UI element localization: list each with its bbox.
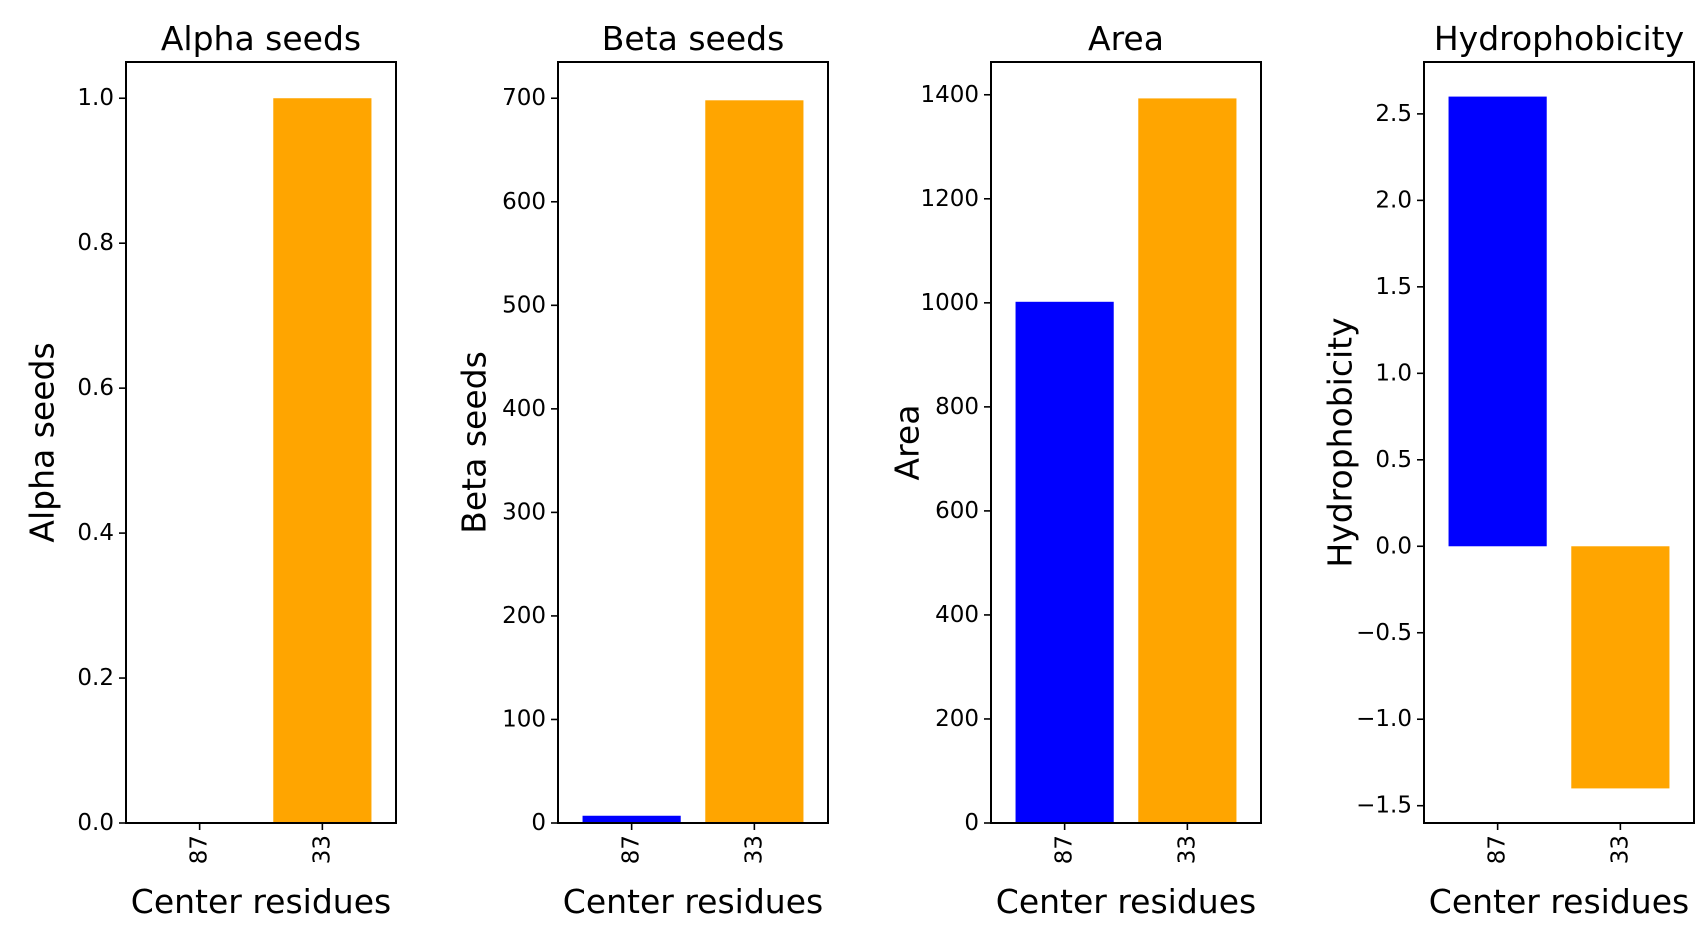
y-tick-label: 0	[964, 810, 979, 836]
y-axis-label: Alpha seeds	[23, 342, 62, 542]
bar-33	[273, 98, 372, 823]
y-tick-label: 700	[502, 85, 546, 111]
bar-87	[1448, 96, 1547, 547]
y-tick-label: 1200	[920, 186, 979, 212]
y-tick-label: 0.0	[1375, 533, 1412, 559]
x-axis-label: Center residues	[996, 882, 1256, 921]
chart-title: Area	[1088, 19, 1164, 58]
y-tick-label: −0.5	[1356, 620, 1412, 646]
chart-panel-1: 0.0 0.2 0.4 0.6 0.8 1.0 87 33 Alpha seeds Center …	[23, 19, 397, 921]
x-axis-label: Center residues	[131, 882, 391, 921]
axes-frame	[990, 61, 1262, 824]
chart-title: Hydrophobicity	[1434, 19, 1684, 58]
bar-87	[1015, 301, 1114, 823]
x-axis-label: Center residues	[563, 882, 823, 921]
chart-title: Alpha seeds	[161, 19, 361, 58]
y-tick-label: 0	[531, 810, 546, 836]
y-tick-label: 400	[502, 396, 546, 422]
x-tick-label: 33	[1607, 835, 1633, 864]
axes-frame	[125, 61, 397, 824]
axes-frame	[1423, 61, 1695, 824]
x-tick-label: 87	[619, 835, 645, 864]
x-tick-label: 87	[1485, 835, 1511, 864]
x-tick-label: 33	[309, 835, 335, 864]
y-tick-label: 0.0	[77, 810, 114, 836]
bar-87	[582, 815, 681, 823]
bar-33	[705, 100, 804, 824]
x-tick-label: 87	[1052, 835, 1078, 864]
bar-33	[1571, 546, 1670, 789]
chart-panel-2: 0 100 200 300 400 500 600 700 87 33 Beta seeds Cent…	[455, 19, 829, 921]
y-tick-label: 200	[502, 603, 546, 629]
y-tick-label: 0.6	[77, 375, 114, 401]
y-tick-label: 0.8	[77, 230, 114, 256]
y-tick-label: 1.5	[1375, 274, 1412, 300]
y-tick-label: 1000	[920, 290, 979, 316]
y-tick-label: 300	[502, 499, 546, 525]
y-axis-label: Hydrophobicity	[1321, 317, 1360, 567]
y-tick-label: 600	[502, 189, 546, 215]
bar-33	[1138, 98, 1237, 823]
y-tick-label: 200	[935, 706, 979, 732]
x-tick-label: 33	[741, 835, 767, 864]
x-tick-label: 87	[187, 835, 213, 864]
x-axis-label: Center residues	[1429, 882, 1689, 921]
y-tick-label: 500	[502, 292, 546, 318]
y-tick-label: 1.0	[1375, 360, 1412, 386]
y-tick-label: −1.5	[1356, 793, 1412, 819]
y-tick-label: 1.0	[77, 85, 114, 111]
y-tick-label: 0.2	[77, 665, 114, 691]
y-tick-label: 1400	[920, 82, 979, 108]
y-tick-label: 0.5	[1375, 447, 1412, 473]
y-tick-label: 600	[935, 498, 979, 524]
y-tick-label: −1.0	[1356, 706, 1412, 732]
chart-panel-4: −1.5 −1.0 −0.5 0.0 0.5 1.0 1.5 2.0 2.5 87 33 Hydrop…	[1321, 19, 1695, 921]
y-tick-label: 400	[935, 602, 979, 628]
y-tick-label: 2.0	[1375, 187, 1412, 213]
y-tick-label: 800	[935, 394, 979, 420]
chart-title: Beta seeds	[602, 19, 785, 58]
y-tick-label: 100	[502, 706, 546, 732]
y-tick-label: 2.5	[1375, 101, 1412, 127]
y-axis-label: Beta seeds	[455, 351, 494, 534]
y-axis-label: Area	[888, 405, 927, 481]
y-tick-label: 0.4	[77, 520, 114, 546]
axes-frame	[557, 61, 829, 824]
x-tick-label: 33	[1174, 835, 1200, 864]
chart-panel-3: 0 200 400 600 800 1000 1200 1400 87 33 Area Center …	[888, 19, 1262, 921]
